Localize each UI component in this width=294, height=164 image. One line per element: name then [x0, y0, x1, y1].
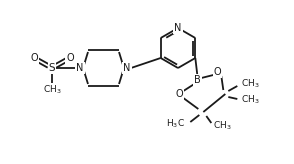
Text: CH$_3$: CH$_3$: [213, 120, 232, 132]
Text: O: O: [213, 67, 221, 77]
Text: O: O: [176, 89, 183, 99]
Text: O: O: [66, 53, 74, 63]
Text: N: N: [76, 63, 84, 73]
Text: S: S: [49, 63, 55, 73]
Text: O: O: [30, 53, 38, 63]
Text: N: N: [174, 23, 182, 33]
Text: CH$_3$: CH$_3$: [43, 84, 61, 96]
Text: B: B: [194, 75, 201, 85]
Text: N: N: [123, 63, 131, 73]
Text: CH$_3$: CH$_3$: [241, 94, 260, 106]
Text: CH$_3$: CH$_3$: [241, 78, 260, 90]
Text: H$_3$C: H$_3$C: [166, 118, 185, 130]
